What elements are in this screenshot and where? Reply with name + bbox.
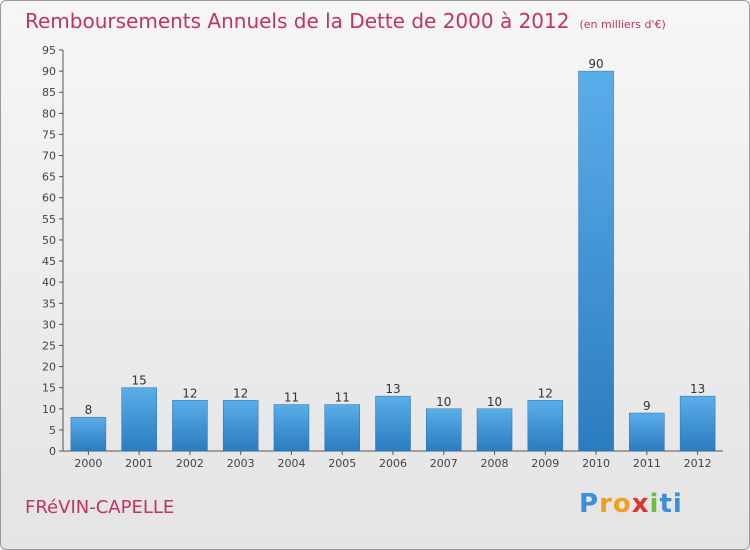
logo-letter: i	[649, 489, 660, 519]
y-tick-label: 95	[42, 44, 56, 57]
x-tick-label: 2008	[481, 457, 509, 470]
chart-axes: 0 5 10 15 20 25 30 35 40 45 50 55 60 65 70 75 80 85 90 95 20…	[42, 44, 723, 470]
y-tick-label: 50	[42, 234, 56, 247]
data-label: 10	[487, 395, 502, 409]
bar	[375, 395, 411, 452]
x-tick-label: 2005	[328, 457, 356, 470]
x-tick-label: 2007	[430, 457, 458, 470]
data-label: 15	[132, 374, 147, 388]
y-tick-label: 70	[42, 150, 56, 163]
y-tick-label: 30	[42, 318, 56, 331]
logo-letter: x	[631, 489, 650, 519]
y-tick-label: 0	[49, 445, 56, 458]
bar	[527, 400, 564, 452]
data-label: 12	[182, 386, 197, 400]
x-tick-label: 2012	[684, 457, 712, 470]
y-tick-label: 45	[42, 255, 56, 268]
chart-labels: 8 15 12 12 11 11 13 10 10 12 90 9 13	[85, 57, 706, 417]
place-name: FRéVIN-CAPELLE	[25, 497, 175, 518]
x-tick-label: 2006	[379, 457, 407, 470]
y-tick-label: 10	[42, 403, 56, 416]
data-label: 13	[690, 382, 705, 396]
x-tick-label: 2004	[277, 457, 305, 470]
proxiti-logo: Proxiti	[579, 489, 683, 519]
data-label: 8	[85, 403, 93, 417]
y-tick-label: 90	[42, 65, 56, 78]
chart-bars	[70, 70, 716, 452]
bar	[679, 395, 716, 452]
x-tick-label: 2000	[74, 457, 102, 470]
y-tick-label: 35	[42, 297, 56, 310]
data-label: 90	[588, 57, 603, 71]
data-label: 10	[436, 395, 451, 409]
logo-letter: r	[599, 489, 613, 519]
logo-letter: P	[579, 489, 600, 519]
y-tick-label: 75	[42, 128, 56, 141]
x-tick-label: 2010	[582, 457, 610, 470]
data-label: 13	[385, 382, 400, 396]
x-tick-label: 2001	[125, 457, 153, 470]
y-tick-label: 85	[42, 86, 56, 99]
bar	[578, 70, 614, 452]
bar	[273, 404, 310, 452]
data-label: 12	[538, 386, 553, 400]
data-label: 9	[643, 399, 651, 413]
y-tick-label: 80	[42, 107, 56, 120]
data-label: 12	[233, 386, 248, 400]
bar	[172, 400, 208, 452]
bar	[70, 416, 107, 452]
data-label: 11	[335, 391, 350, 405]
y-tick-label: 55	[42, 213, 56, 226]
y-tick-label: 20	[42, 361, 56, 374]
y-tick-label: 15	[42, 382, 56, 395]
chart-subtitle: (en milliers d'€)	[579, 18, 666, 31]
x-tick-label: 2003	[227, 457, 255, 470]
bar	[324, 404, 360, 452]
bar	[476, 408, 513, 452]
bar	[629, 412, 665, 452]
bar	[222, 400, 259, 452]
y-tick-label: 40	[42, 276, 56, 289]
x-tick-label: 2009	[531, 457, 559, 470]
chart-title: Remboursements Annuels de la Dette de 20…	[25, 9, 666, 33]
logo-letter: ti	[659, 489, 683, 519]
data-label: 11	[284, 391, 299, 405]
bar	[121, 387, 157, 452]
y-tick-label: 65	[42, 171, 56, 184]
y-tick-label: 25	[42, 339, 56, 352]
x-tick-label: 2011	[633, 457, 661, 470]
chart-title-text: Remboursements Annuels de la Dette de 20…	[25, 9, 570, 33]
x-tick-label: 2002	[176, 457, 204, 470]
y-tick-label: 60	[42, 192, 56, 205]
y-tick-label: 5	[49, 424, 56, 437]
logo-letter: o	[612, 489, 632, 519]
bar	[426, 408, 462, 452]
